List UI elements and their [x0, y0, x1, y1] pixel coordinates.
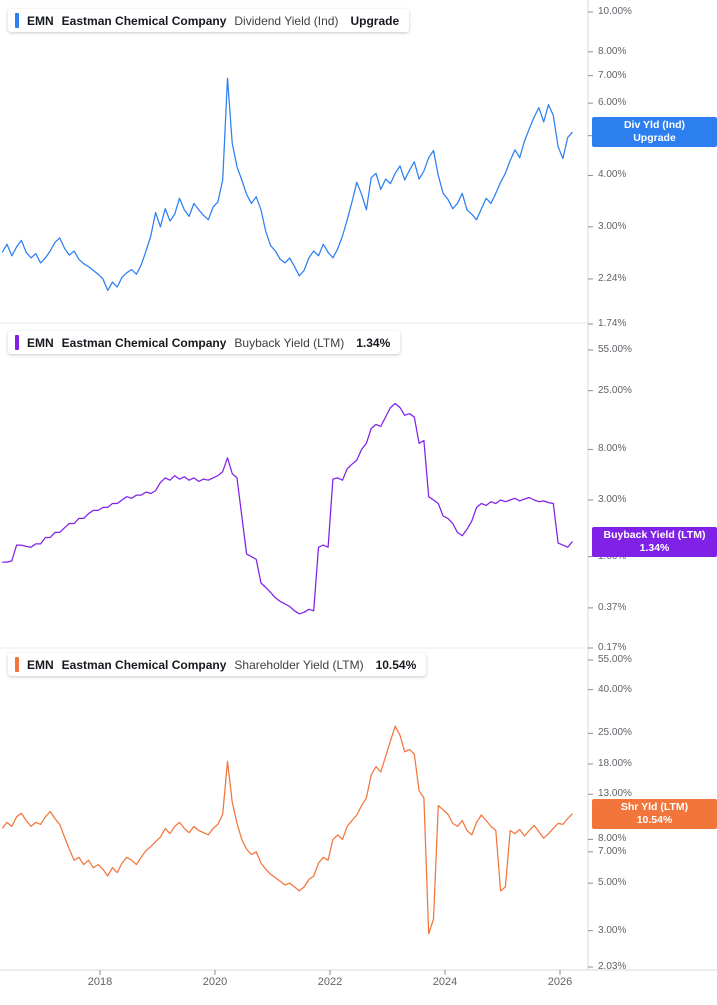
metric-value: 10.54% — [375, 657, 417, 672]
y-axis-label: 0.37% — [598, 601, 627, 613]
series-line-0 — [1, 77, 573, 292]
y-axis-label: 40.00% — [598, 683, 632, 695]
y-axis-label: 10.00% — [598, 6, 632, 17]
last-value-badge-buyback: Buyback Yield (LTM) 1.34% — [592, 526, 717, 557]
company-name: Eastman Chemical Company — [61, 13, 227, 28]
badge-value: 10.54% — [636, 813, 673, 826]
x-axis-label: 2018 — [87, 976, 113, 988]
y-axis-label: 3.00% — [598, 220, 627, 232]
ticker: EMN — [27, 657, 54, 672]
y-axis-label: 5.00% — [598, 877, 627, 889]
y-axis-label: 3.00% — [598, 493, 627, 505]
y-axis-label: 18.00% — [598, 757, 632, 769]
y-axis-label: 8.00% — [598, 45, 627, 57]
badge-title: Buyback Yield (LTM) — [603, 528, 706, 541]
series-line-2 — [1, 725, 573, 935]
metric-name: Buyback Yield (LTM) — [234, 335, 345, 350]
series-color-bar — [15, 13, 19, 28]
x-axis-label: 2026 — [547, 976, 573, 988]
series-color-bar — [15, 657, 19, 672]
badge-value: 1.34% — [639, 541, 670, 554]
y-axis-label: 13.00% — [598, 788, 632, 800]
y-axis-label: 25.00% — [598, 727, 632, 739]
upgrade-link[interactable]: Upgrade — [350, 13, 400, 28]
series-color-bar — [15, 335, 19, 350]
y-axis-label: 1.74% — [598, 318, 627, 329]
y-axis-label: 2.03% — [598, 961, 627, 972]
y-axis-label: 8.00% — [598, 443, 627, 455]
legend-shareholder-yield[interactable]: EMN Eastman Chemical Company Shareholder… — [8, 653, 427, 676]
badge-value: Upgrade — [633, 132, 676, 145]
ticker: EMN — [27, 335, 54, 350]
badge-title: Div Yld (Ind) — [623, 119, 686, 132]
y-axis-label: 55.00% — [598, 654, 632, 665]
metric-name: Dividend Yield (Ind) — [234, 13, 339, 28]
y-axis-label: 55.00% — [598, 344, 632, 355]
y-axis-label: 6.00% — [598, 97, 627, 109]
last-value-badge-dividend: Div Yld (Ind) Upgrade — [592, 117, 717, 148]
metric-name: Shareholder Yield (LTM) — [234, 657, 364, 672]
x-axis-label: 2020 — [202, 976, 228, 988]
y-axis-label: 8.00% — [598, 833, 627, 845]
legend-buyback-yield[interactable]: EMN Eastman Chemical Company Buyback Yie… — [8, 331, 401, 354]
legend-dividend-yield[interactable]: EMN Eastman Chemical Company Dividend Yi… — [8, 9, 410, 32]
ticker: EMN — [27, 13, 54, 28]
y-axis-label: 7.00% — [598, 69, 627, 81]
y-axis-label: 2.24% — [598, 272, 627, 284]
y-axis-label: 3.00% — [598, 924, 627, 936]
x-axis-label: 2022 — [317, 976, 343, 988]
series-line-1 — [2, 402, 573, 615]
y-axis-label: 4.00% — [598, 169, 627, 181]
company-name: Eastman Chemical Company — [61, 335, 227, 350]
y-axis-label: 7.00% — [598, 845, 627, 857]
company-name: Eastman Chemical Company — [61, 657, 227, 672]
metric-value: 1.34% — [356, 335, 391, 350]
y-axis-label: 25.00% — [598, 384, 632, 396]
y-axis-label: 0.17% — [598, 642, 627, 653]
badge-title: Shr Yld (LTM) — [620, 800, 689, 813]
last-value-badge-shareholder: Shr Yld (LTM) 10.54% — [592, 798, 717, 829]
x-axis-label: 2024 — [432, 976, 458, 988]
